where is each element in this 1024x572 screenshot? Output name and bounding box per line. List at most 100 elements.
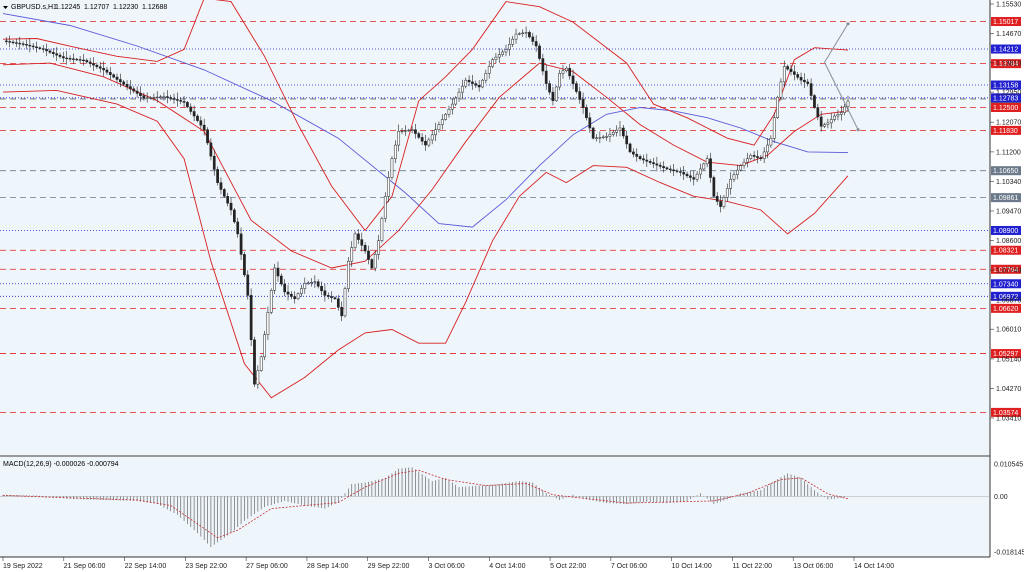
candle-body: [269, 289, 273, 313]
candle-body: [276, 267, 280, 277]
candle-body: [172, 98, 176, 100]
candle-body: [605, 136, 608, 138]
candle-body: [588, 117, 592, 129]
candle-body: [685, 173, 689, 177]
candle-body: [206, 129, 209, 144]
ma-blue-line: [2, 13, 849, 228]
candle-body: [51, 52, 55, 54]
candle-body: [219, 182, 223, 190]
candle-body: [668, 168, 672, 171]
candle-body: [440, 119, 444, 125]
candle-body: [836, 114, 840, 117]
candle-body: [58, 54, 62, 57]
candle-body: [779, 81, 783, 98]
price-tick-label: 1.14670: [996, 31, 1021, 38]
candle-body: [833, 115, 836, 120]
candle-body: [457, 91, 461, 99]
price-level-label: 1.08321: [993, 248, 1018, 255]
candle-body: [45, 49, 48, 52]
candle-body: [454, 97, 458, 105]
candle-body: [595, 137, 598, 139]
candle-body: [370, 259, 374, 269]
candle-body: [377, 240, 380, 255]
candle-body: [410, 129, 414, 131]
triangle-down-icon[interactable]: [3, 6, 8, 9]
candle-body: [336, 298, 340, 308]
ohlc-low: 1.12230: [113, 4, 138, 11]
candle-body: [273, 267, 276, 291]
candle-body: [340, 307, 344, 317]
candle-body: [363, 245, 367, 252]
price-level-tag: 1.08321: [991, 245, 1021, 255]
candle-body: [182, 101, 186, 103]
candle-body: [759, 157, 763, 159]
candle-body: [709, 158, 712, 178]
price-level-label: 1.13784: [993, 61, 1018, 68]
candle-body: [92, 63, 95, 66]
candle-body: [541, 58, 545, 72]
candle-body: [819, 116, 823, 127]
candle-body: [102, 68, 105, 71]
candle-body: [279, 275, 283, 285]
candle-body: [635, 153, 639, 157]
price-level-label: 1.07340: [993, 281, 1018, 288]
candle-body: [813, 95, 816, 108]
time-tick-label: 4 Oct 14:00: [489, 563, 525, 570]
price-tick-label: 1.07740: [996, 268, 1021, 275]
time-tick-label: 3 Oct 06:00: [429, 563, 465, 570]
candle-body: [347, 260, 350, 289]
price-level-tag-bg: [991, 17, 1021, 27]
candle-body: [806, 81, 810, 84]
candle-body: [313, 281, 317, 283]
candle-body: [705, 158, 709, 165]
candle-body: [149, 97, 152, 99]
candle-body: [85, 60, 89, 63]
candle-body: [729, 178, 732, 189]
candle-body: [712, 177, 716, 197]
candle-body: [169, 97, 173, 99]
price-level-label: 1.10650: [993, 168, 1018, 175]
candle-body: [719, 201, 722, 207]
candle-body: [578, 91, 582, 100]
macd-tick-label: 0.010545: [994, 462, 1023, 469]
price-level-label: 1.14212: [993, 47, 1018, 54]
candle-body: [742, 161, 746, 166]
price-level-tag-bg: [991, 303, 1021, 313]
candle-body: [303, 283, 307, 289]
candle-body: [809, 83, 813, 96]
candle-body: [652, 162, 655, 165]
candle-body: [725, 188, 729, 198]
price-level-tag-bg: [991, 349, 1021, 359]
candle-body: [497, 54, 501, 58]
candle-body: [159, 96, 162, 98]
candle-body: [621, 127, 625, 137]
candle-body: [400, 130, 404, 133]
candle-body: [829, 119, 833, 124]
candle-body: [581, 99, 585, 108]
indicator-background: [0, 457, 990, 557]
price-tick-label: 1.04270: [996, 386, 1021, 393]
candle-body: [320, 286, 323, 292]
candle-body: [68, 58, 72, 60]
candle-body: [350, 247, 354, 262]
candle-body: [756, 156, 759, 158]
time-tick-label: 29 Sep 22:00: [368, 563, 410, 570]
price-tick-label: 1.13810: [996, 60, 1021, 67]
candle-body: [491, 59, 494, 67]
price-series: [2, 0, 860, 399]
candle-body: [514, 33, 518, 40]
candle-body: [524, 32, 528, 34]
time-tick-label: 5 Oct 22:00: [550, 563, 586, 570]
price-level-tag-bg: [991, 225, 1021, 235]
price-level-tag: 1.06620: [991, 303, 1021, 313]
candle-body: [424, 140, 427, 146]
candle-body: [746, 158, 749, 163]
price-level-tag-bg: [991, 103, 1021, 112]
candle-body: [115, 76, 119, 80]
candle-body: [38, 47, 42, 49]
candle-body: [695, 173, 699, 180]
candle-body: [373, 254, 377, 269]
candle-body: [762, 151, 766, 159]
candle-body: [139, 93, 142, 96]
